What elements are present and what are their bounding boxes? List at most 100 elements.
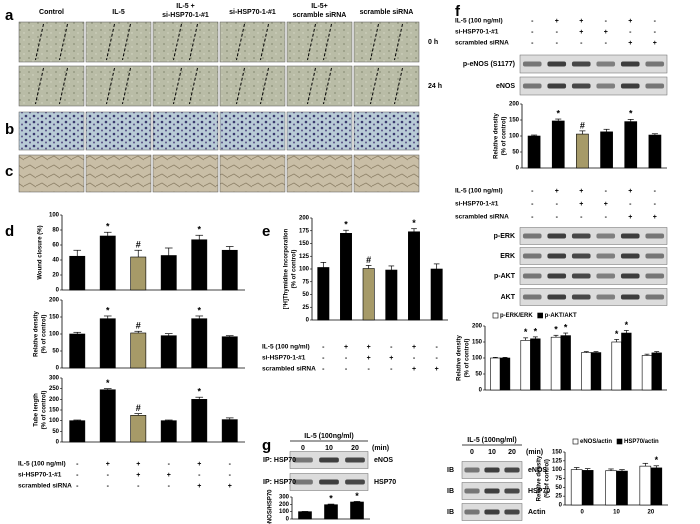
blot-band (345, 479, 365, 485)
significance-mark: * (106, 378, 110, 388)
y-tick-label: 100 (299, 267, 310, 273)
blot-band (620, 233, 640, 239)
column-header: si-HSP70-1-#1 (229, 9, 276, 16)
treatment-sign: + (628, 18, 632, 25)
treatment-label: scrambled siRNA (455, 40, 509, 47)
treatment-sign: + (555, 188, 559, 195)
blot-band (547, 294, 567, 300)
y-axis-label: (% of control) (292, 250, 298, 289)
panel-letter: a (5, 7, 14, 24)
blot-method: IP: HSP70 (263, 457, 296, 464)
bar (69, 255, 86, 291)
significance-mark: * (344, 220, 348, 230)
treatment-header: IL-5 (100ng/ml) (304, 433, 353, 440)
blot (519, 54, 668, 74)
y-axis-label: Relative density (494, 112, 500, 158)
bar (550, 336, 562, 391)
treatment-sign: - (76, 483, 79, 490)
bar (99, 389, 116, 443)
y-tick-label: 175 (299, 228, 310, 234)
bar (362, 268, 375, 321)
y-tick-label: 200 (279, 502, 290, 508)
blot-band (645, 294, 665, 300)
y-tick-label: 250 (49, 386, 60, 392)
blot-method: IB (447, 509, 454, 516)
y-tick-label: 100 (49, 332, 60, 338)
treatment-label: IL-5 (100 ng/ml) (455, 18, 503, 25)
blot-band (571, 61, 591, 67)
bar (221, 249, 238, 291)
y-tick-label: 0 (559, 503, 563, 509)
treatment-sign: - (413, 355, 416, 362)
y-tick-label: 100 (472, 356, 483, 362)
blot-label: p-AKT (494, 273, 516, 280)
treatment-sign: + (579, 29, 583, 36)
treatment-sign: - (556, 201, 559, 208)
treatment-sign: + (628, 214, 632, 221)
blot-band (571, 233, 591, 239)
significance-mark: * (355, 491, 359, 501)
treatment-sign: - (322, 355, 325, 362)
y-tick-label: 20 (52, 273, 59, 279)
blot-band (645, 61, 665, 67)
column-header: Control (39, 9, 64, 16)
treatment-label: si-HSP70-1-#1 (455, 29, 499, 36)
y-tick-label: 100 (552, 467, 563, 473)
y-tick-label: 200 (299, 216, 310, 222)
blot-target: HSP70 (374, 479, 396, 486)
blot-band (319, 457, 339, 463)
time-unit: (min) (526, 449, 543, 456)
wound-edge (122, 67, 131, 105)
blot-band (571, 273, 591, 279)
blot-band (571, 83, 591, 89)
y-tick-label: 75 (555, 476, 562, 482)
time-label: 10 (325, 445, 333, 452)
y-tick-label: 60 (52, 243, 59, 249)
blot-band (571, 253, 591, 259)
y-axis-label: Relative density (457, 334, 463, 380)
wound-edge (307, 67, 316, 105)
blot-method: IB (447, 488, 454, 495)
wound-edge (260, 23, 269, 61)
blot-band (620, 294, 640, 300)
wound-edge (323, 23, 332, 61)
significance-mark: # (366, 255, 371, 265)
blot-band (464, 509, 480, 515)
y-tick-label: 25 (302, 305, 309, 311)
y-tick-label: 25 (555, 494, 562, 500)
treatment-sign: + (628, 188, 632, 195)
blot (519, 288, 668, 306)
bar (551, 120, 565, 169)
blot (519, 76, 668, 96)
blot-band (345, 457, 365, 463)
y-tick-label: 125 (299, 254, 310, 260)
treatment-sign: - (629, 29, 632, 36)
y-axis-label: (% of control) (42, 391, 48, 430)
treatment-sign: + (412, 344, 416, 351)
bar (385, 269, 398, 321)
treatment-sign: + (367, 355, 371, 362)
blot-band (319, 479, 339, 485)
bar (527, 135, 541, 169)
bar (99, 318, 116, 369)
invasion-image (18, 111, 85, 151)
wound-image (286, 21, 353, 63)
treatment-sign: - (229, 472, 232, 479)
blot-band (522, 294, 542, 300)
y-tick-label: 50 (302, 292, 309, 298)
blot-band (620, 83, 640, 89)
y-tick-label: 50 (512, 150, 519, 156)
significance-mark: * (329, 493, 333, 503)
treatment-sign: + (604, 29, 608, 36)
blot-band (522, 233, 542, 239)
significance-mark: * (554, 325, 558, 335)
legend-swatch (572, 438, 579, 445)
blot-band (547, 61, 567, 67)
blot-band (484, 467, 500, 473)
wound-edge (189, 23, 198, 61)
bar (648, 134, 662, 169)
wound-edge (35, 23, 44, 61)
legend-label: p-AKT/AKT (545, 313, 577, 319)
panel-letter: g (262, 437, 271, 454)
wound-edge (394, 67, 403, 105)
